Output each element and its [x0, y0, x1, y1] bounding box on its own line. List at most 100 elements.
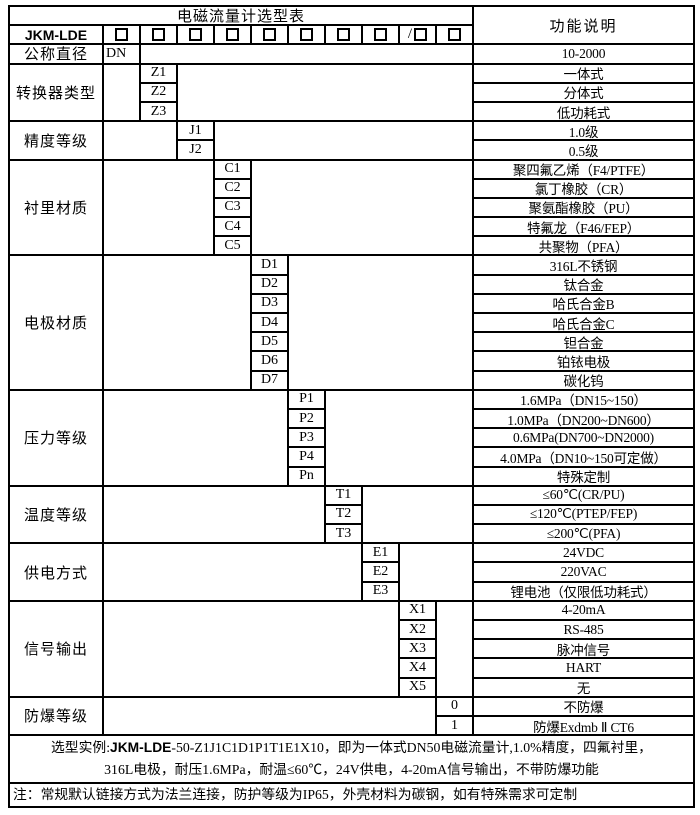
section-label: 精度等级	[10, 122, 104, 161]
desc-cell: 哈氏合金B	[474, 295, 693, 314]
code-cell: P2	[289, 409, 326, 430]
code-cell: 0	[437, 697, 474, 717]
code-cell: D5	[252, 333, 289, 353]
selection-grid: 电磁流量计选型表 功能说明 JKM-LDE / 公称直径 DN 10-2000 转换器类…	[10, 7, 693, 737]
code-cell: T2	[326, 505, 363, 526]
selection-example: 选型实例:JKM-LDE-50-Z1J1C1D1P1T1E1X10，即为一体式D…	[10, 736, 693, 785]
code-cell: 1	[437, 716, 474, 737]
code-cell: P1	[289, 390, 326, 410]
code-cell: C1	[215, 160, 252, 180]
checkbox[interactable]	[300, 28, 313, 42]
model-code-box-cell	[178, 26, 215, 46]
desc-cell: 铂铱电极	[474, 352, 693, 372]
spacer-cell	[400, 544, 474, 602]
desc-cell: RS-485	[474, 621, 693, 641]
slash-separator: /	[407, 26, 413, 43]
model-code-box-cell	[141, 26, 178, 46]
desc-cell: 低功耗式	[474, 103, 693, 123]
checkbox[interactable]	[263, 28, 276, 42]
desc-cell: 钽合金	[474, 333, 693, 353]
section-label: 衬里材质	[10, 160, 104, 257]
note-line: 注：常规默认链接方式为法兰连接，防护等级为IP65，外壳材料为碳钢，如有特殊需求…	[13, 787, 578, 803]
spacer-cell	[252, 160, 474, 257]
code-cell: T1	[326, 486, 363, 506]
checkbox[interactable]	[374, 28, 387, 42]
section-label: 公称直径	[10, 45, 104, 65]
code-cell: DN	[104, 45, 141, 65]
spacer-cell	[104, 256, 252, 391]
code-cell: D2	[252, 275, 289, 295]
model-code-box-cell	[289, 26, 326, 46]
checkbox[interactable]	[414, 28, 428, 42]
model-code-box-cell	[252, 26, 289, 46]
model-code-box-cell	[363, 26, 400, 46]
code-cell: J2	[178, 141, 215, 161]
function-description-header: 功能说明	[474, 7, 693, 46]
code-cell: D3	[252, 294, 289, 314]
spacer-cell	[104, 160, 215, 257]
model-code-box-cell	[104, 26, 141, 46]
spacer-cell	[178, 64, 474, 123]
desc-cell: 0.5级	[474, 141, 693, 161]
code-cell: X2	[400, 621, 437, 641]
spacer-cell	[363, 486, 474, 545]
code-cell: X5	[400, 678, 437, 698]
section-label: 信号输出	[10, 601, 104, 698]
code-cell: E3	[363, 582, 400, 602]
model-code-box-cell	[437, 26, 474, 46]
desc-cell: ≤200℃(PFA)	[474, 525, 693, 545]
desc-cell: 无	[474, 679, 693, 698]
desc-cell: 316L不锈钢	[474, 256, 693, 276]
desc-cell: 不防爆	[474, 698, 693, 717]
checkbox[interactable]	[448, 28, 461, 42]
spacer-cell	[104, 544, 363, 602]
desc-cell: 脉冲信号	[474, 640, 693, 660]
desc-cell: 防爆Exdmb Ⅱ CT6	[474, 717, 693, 737]
desc-cell: 10-2000	[474, 45, 693, 65]
spacer-cell	[289, 256, 474, 391]
spacer-cell	[437, 601, 474, 698]
code-cell: X4	[400, 659, 437, 679]
model-code-box-cell	[326, 26, 363, 46]
code-cell: D1	[252, 256, 289, 276]
spacer-cell	[215, 122, 474, 161]
code-cell: C5	[215, 237, 252, 257]
desc-cell: 0.6MPa(DN700~DN2000)	[474, 429, 693, 449]
model-code-box-cell	[215, 26, 252, 46]
section-label: 供电方式	[10, 544, 104, 602]
code-cell: C2	[215, 179, 252, 199]
spacer-cell	[141, 45, 474, 65]
desc-cell: HART	[474, 659, 693, 679]
example-prefix: 选型实例:	[51, 740, 111, 756]
desc-cell: 聚氨酯橡胶（PU）	[474, 199, 693, 219]
desc-cell: 4.0MPa（DN10~150可定做）	[474, 448, 693, 468]
desc-cell: 4-20mA	[474, 602, 693, 621]
desc-cell: 分体式	[474, 84, 693, 103]
spacer-cell	[104, 122, 178, 161]
example-model-code: JKM-LDE	[110, 740, 172, 756]
code-cell: Z2	[141, 83, 178, 103]
desc-cell: 1.0级	[474, 122, 693, 142]
desc-cell: 碳化钨	[474, 372, 693, 391]
checkbox[interactable]	[115, 28, 128, 42]
code-cell: D6	[252, 352, 289, 372]
desc-cell: 氯丁橡胶（CR）	[474, 180, 693, 199]
code-cell: Pn	[289, 467, 326, 487]
checkbox[interactable]	[189, 28, 202, 42]
table-title: 电磁流量计选型表	[10, 7, 474, 27]
code-cell: C3	[215, 198, 252, 219]
checkbox[interactable]	[152, 28, 165, 42]
section-label: 转换器类型	[10, 64, 104, 123]
model-code-box-cell: /	[400, 26, 437, 46]
desc-cell: ≤120℃(PTEP/FEP)	[474, 506, 693, 526]
desc-cell: 聚四氟乙烯（F4/PTFE）	[474, 161, 693, 180]
desc-cell: 24VDC	[474, 544, 693, 564]
desc-cell: 共聚物（PFA）	[474, 237, 693, 257]
checkbox[interactable]	[226, 28, 239, 42]
checkbox[interactable]	[337, 28, 350, 42]
code-cell: Z1	[141, 64, 178, 84]
code-cell: E2	[363, 563, 400, 583]
code-cell: C4	[215, 218, 252, 238]
desc-cell: 钛合金	[474, 276, 693, 295]
example-line1: 选型实例:JKM-LDE-50-Z1J1C1D1P1T1E1X10，即为一体式D…	[10, 737, 693, 759]
